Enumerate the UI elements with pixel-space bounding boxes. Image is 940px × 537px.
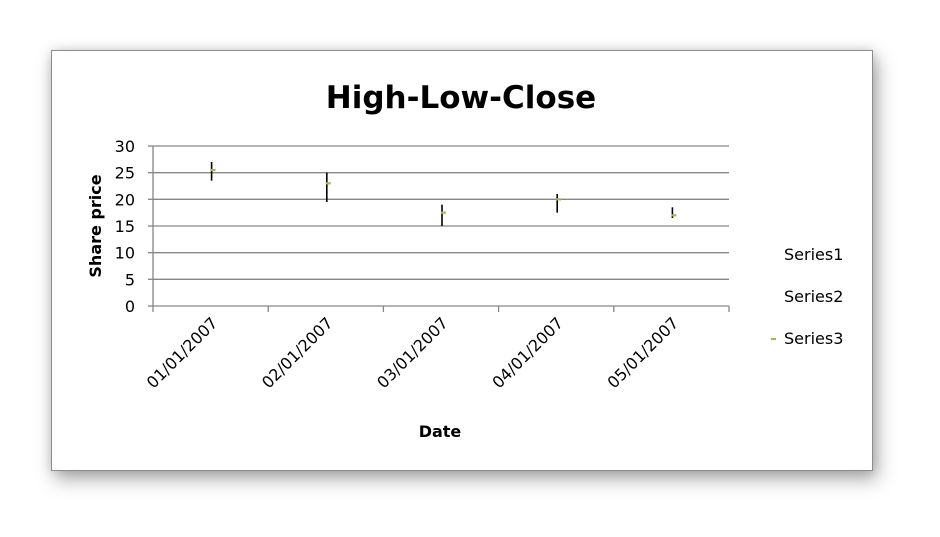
y-tick-label: 0 <box>125 297 135 316</box>
x-tick-label: 03/01/2007 <box>373 313 452 392</box>
legend: Series1 Series2 Series3 <box>771 245 843 348</box>
legend-label: Series2 <box>784 287 843 306</box>
x-tick-label: 05/01/2007 <box>604 313 683 392</box>
x-tick-label: 01/01/2007 <box>143 313 222 392</box>
chart-area <box>51 50 873 471</box>
x-tick-label: 02/01/2007 <box>258 313 337 392</box>
y-tick-label: 15 <box>115 217 135 236</box>
tick-labels: 0 5 10 15 20 25 30 01/01/2007 02/01/2007 03/01/20… <box>115 137 683 392</box>
y-tick-label: 25 <box>115 164 135 183</box>
y-tick-label: 30 <box>115 137 135 156</box>
y-tick-label: 10 <box>115 244 135 263</box>
y-tick-label: 20 <box>115 190 135 209</box>
axes <box>148 145 730 312</box>
x-tick-label: 04/01/2007 <box>488 313 567 392</box>
chart-title: High-Low-Close <box>326 80 596 116</box>
legend-label: Series1 <box>784 245 843 264</box>
x-axis-title: Date <box>419 422 462 441</box>
y-tick-label: 5 <box>125 270 135 289</box>
gridlines <box>153 145 729 280</box>
y-axis-title: Share price <box>86 174 105 277</box>
hilo-marks <box>210 162 677 226</box>
legend-label: Series3 <box>784 329 843 348</box>
